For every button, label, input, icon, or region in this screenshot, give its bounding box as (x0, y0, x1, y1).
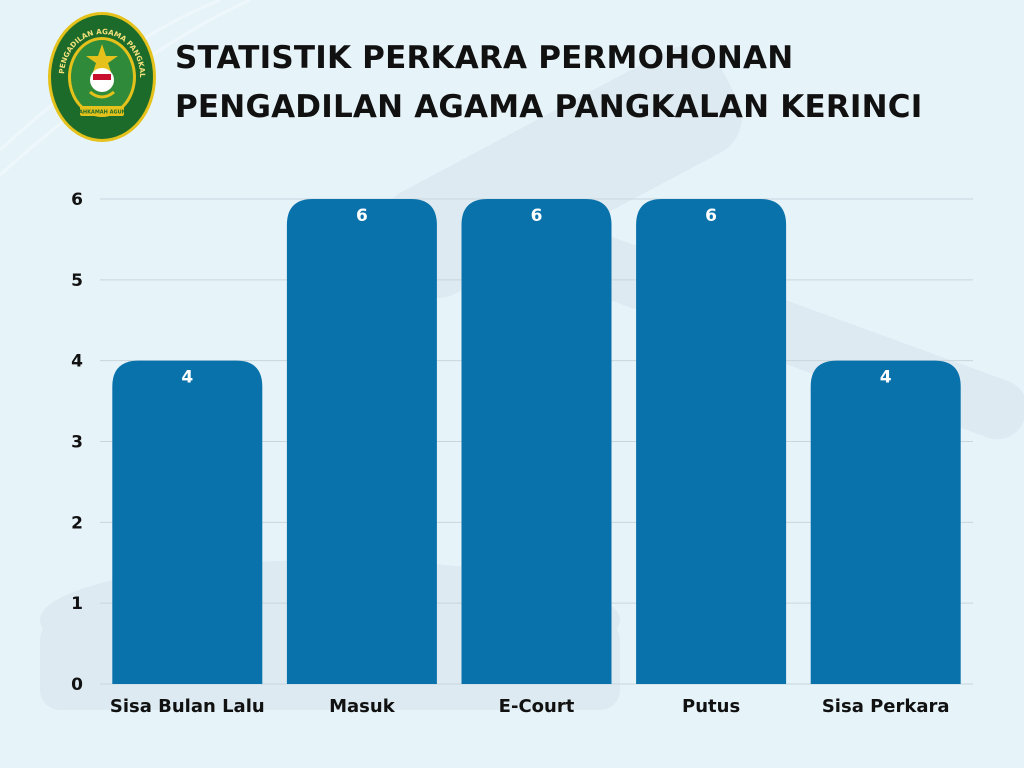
x-category-label: Masuk (329, 696, 396, 717)
y-tick-label: 4 (71, 352, 83, 372)
page-title: STATISTIK PERKARA PERMOHONAN PENGADILAN … (175, 34, 922, 132)
x-axis-category-labels: Sisa Bulan Lalu Masuk E-Court Putus Sisa Per… (110, 696, 950, 717)
x-category-label: Sisa Bulan Lalu (110, 696, 265, 717)
y-axis-tick-labels: 0 1 2 3 4 5 6 (71, 190, 83, 695)
x-category-label: Putus (682, 696, 740, 717)
bar-data-labels: 4 6 6 6 4 (181, 206, 891, 388)
court-logo-icon: PENGADILAN AGAMA PANGKALAN KERINCI MAHKA… (46, 10, 156, 142)
title-line-2: PENGADILAN AGAMA PANGKALAN KERINCI (175, 89, 923, 125)
x-category-label: Sisa Perkara (822, 696, 950, 717)
y-tick-label: 3 (71, 433, 83, 453)
title-line-1: STATISTIK PERKARA PERMOHONAN (175, 40, 794, 76)
bar-data-label: 6 (356, 206, 368, 226)
bar-masuk (286, 199, 437, 684)
y-tick-label: 6 (71, 190, 83, 210)
bar-e-court (461, 199, 612, 684)
y-tick-label: 2 (71, 513, 83, 533)
y-tick-label: 5 (71, 271, 83, 291)
bar-data-label: 4 (880, 368, 892, 388)
bar-data-label: 6 (531, 206, 543, 226)
bar-sisa-bulan-lalu (112, 360, 263, 684)
bar-putus (636, 199, 787, 684)
y-tick-label: 0 (71, 675, 83, 695)
bar-data-label: 6 (705, 206, 717, 226)
bar-sisa-perkara (810, 360, 961, 684)
logo-banner-text: MAHKAMAH AGUNG (74, 110, 130, 116)
chart-bars (112, 199, 961, 684)
y-tick-label: 1 (71, 594, 83, 614)
bar-data-label: 4 (181, 368, 193, 388)
x-category-label: E-Court (499, 696, 575, 717)
